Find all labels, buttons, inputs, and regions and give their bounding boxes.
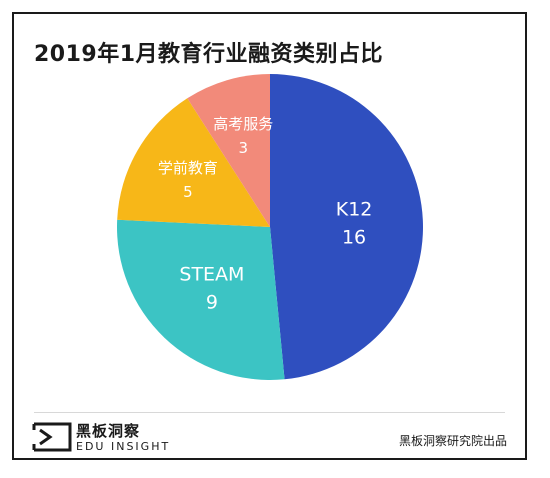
slice-label-0: K12	[336, 199, 373, 221]
logo-text-en: EDU INSIGHT	[76, 440, 171, 453]
slice-label-1: STEAM	[179, 264, 244, 286]
credit-text: 黑板洞察研究院出品	[398, 434, 507, 448]
logo: 黑板洞察 EDU INSIGHT	[32, 420, 232, 456]
pie-chart: K12 16 STEAM 9 学前教育 5 高考服务 3	[117, 74, 424, 380]
chart-card: 2019年1月教育行业融资类别占比 K12 16 STEAM 9 学前教育 5 高考服务 3 …	[12, 12, 527, 460]
pie-slice-1	[117, 219, 285, 380]
slice-value-3: 3	[239, 139, 249, 157]
slice-label-3: 高考服务	[213, 115, 273, 133]
pie-slice-3	[187, 74, 270, 227]
pie-slice-0	[270, 74, 424, 380]
chart-title: 2019年1月教育行业融资类别占比	[34, 42, 384, 67]
logo-mark-icon	[32, 422, 72, 452]
pie-slice-2	[117, 98, 270, 227]
slice-value-1: 9	[206, 292, 218, 314]
logo-text-cn: 黑板洞察	[76, 422, 141, 440]
slice-label-2: 学前教育	[158, 159, 218, 177]
slice-value-0: 16	[342, 227, 366, 249]
slice-value-2: 5	[183, 183, 193, 201]
footer-divider	[34, 412, 505, 413]
